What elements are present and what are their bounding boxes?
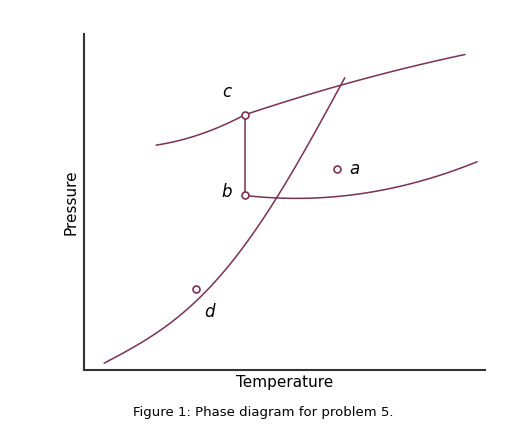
Text: $c$: $c$ — [221, 83, 232, 101]
Text: $d$: $d$ — [204, 303, 217, 321]
Text: $b$: $b$ — [221, 183, 232, 201]
X-axis label: Temperature: Temperature — [236, 375, 333, 390]
Y-axis label: Pressure: Pressure — [64, 169, 79, 235]
Text: Figure 1: Phase diagram for problem 5.: Figure 1: Phase diagram for problem 5. — [133, 406, 394, 419]
Text: $a$: $a$ — [349, 160, 360, 178]
